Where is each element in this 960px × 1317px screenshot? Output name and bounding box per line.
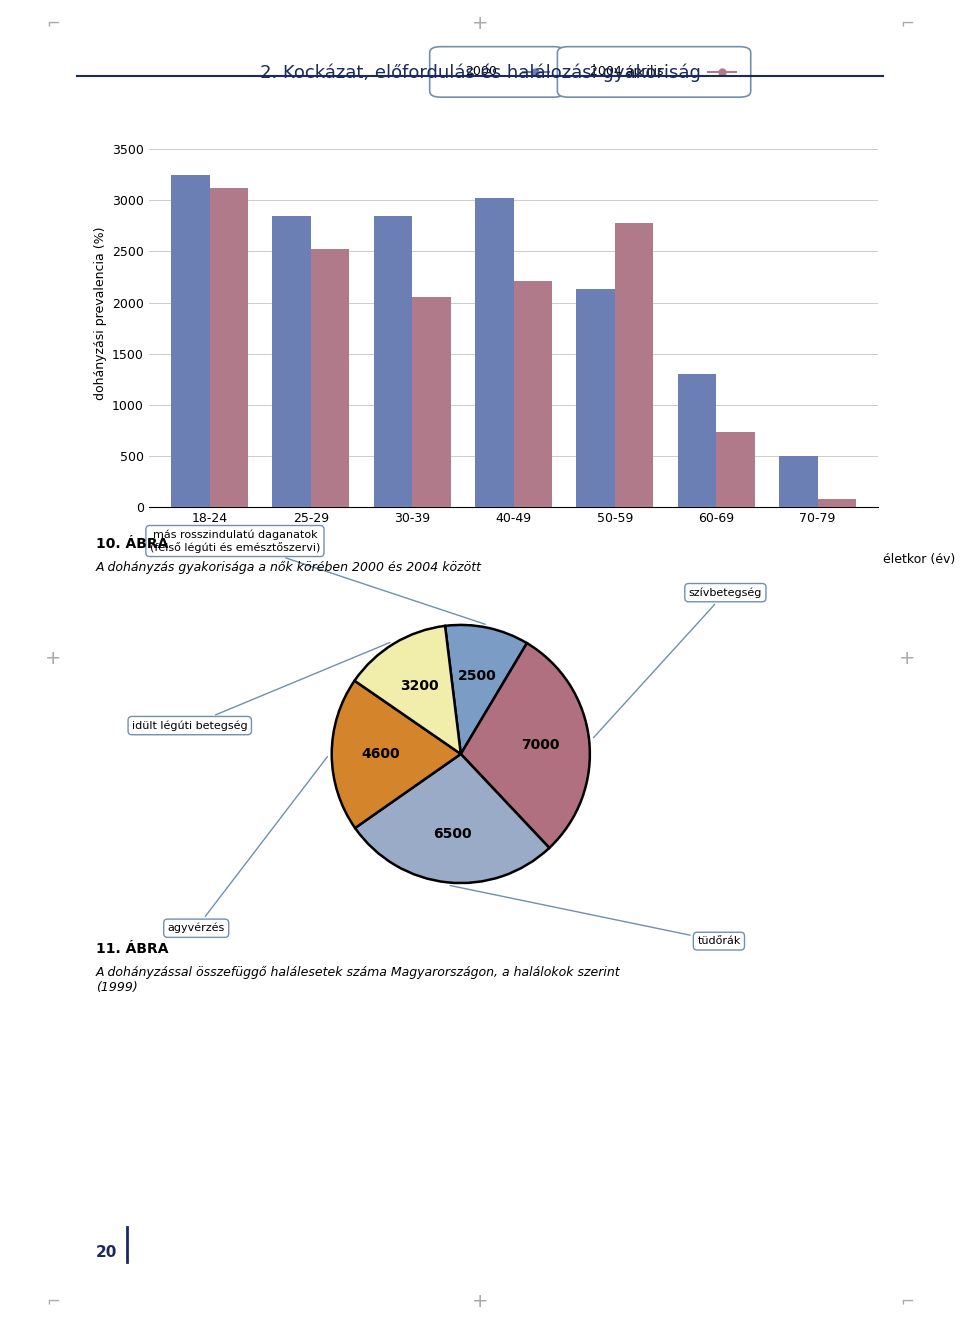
Text: ⌐: ⌐ [46, 14, 60, 33]
Bar [514, 281, 552, 507]
FancyBboxPatch shape [430, 46, 564, 97]
Bar [818, 499, 856, 507]
Text: más rosszindulatú daganatok
(felső légúti és emésztőszervi): más rosszindulatú daganatok (felső légút… [150, 529, 486, 624]
Wedge shape [445, 626, 527, 753]
Text: életkor (év): életkor (év) [883, 553, 956, 566]
Wedge shape [461, 643, 589, 848]
Text: ⌐: ⌐ [900, 14, 914, 33]
Bar [716, 432, 755, 507]
Text: +: + [44, 649, 61, 668]
Y-axis label: dohányzási prevalencia (%): dohányzási prevalencia (%) [93, 227, 107, 399]
Text: 7000: 7000 [521, 739, 560, 752]
Wedge shape [332, 681, 461, 828]
Text: A dohányzás gyakorisága a nők körében 2000 és 2004 között: A dohányzás gyakorisága a nők körében 20… [96, 561, 482, 574]
Bar [615, 223, 654, 507]
Text: ⌐: ⌐ [900, 1292, 914, 1310]
Wedge shape [355, 753, 549, 882]
FancyBboxPatch shape [558, 46, 751, 97]
Text: 11. ÁBRA: 11. ÁBRA [96, 942, 169, 956]
Text: szívbetegség: szívbetegség [593, 587, 762, 738]
Text: 2500: 2500 [458, 669, 496, 682]
Bar [576, 290, 615, 507]
Bar [273, 216, 311, 507]
Wedge shape [354, 626, 461, 753]
Text: +: + [899, 649, 916, 668]
Bar [412, 298, 451, 507]
Text: 2004 április: 2004 április [590, 66, 663, 79]
Text: 4600: 4600 [362, 747, 400, 761]
Bar [373, 216, 412, 507]
Bar [311, 249, 349, 507]
Bar [678, 374, 716, 507]
Text: 2. Kockázat, előfordulás és halálozási gyakoriság: 2. Kockázat, előfordulás és halálozási g… [259, 63, 701, 82]
Text: agyvérzés: agyvérzés [168, 757, 327, 934]
Text: +: + [471, 14, 489, 33]
Text: 20: 20 [96, 1245, 117, 1259]
Text: idült légúti betegség: idült légúti betegség [132, 643, 390, 731]
Text: 2000: 2000 [465, 66, 496, 79]
Bar [780, 456, 818, 507]
Text: 10. ÁBRA: 10. ÁBRA [96, 537, 168, 552]
Text: tüdőrák: tüdőrák [450, 885, 740, 946]
Text: ⌐: ⌐ [46, 1292, 60, 1310]
Bar [475, 199, 514, 507]
Bar [171, 175, 209, 507]
Bar [209, 188, 248, 507]
Text: 3200: 3200 [400, 678, 439, 693]
Text: +: + [471, 1292, 489, 1310]
Text: A dohányzással összefüggő halálesetek száma Magyarországon, a halálokok szerint
: A dohányzással összefüggő halálesetek sz… [96, 965, 620, 993]
Text: 6500: 6500 [433, 827, 472, 840]
